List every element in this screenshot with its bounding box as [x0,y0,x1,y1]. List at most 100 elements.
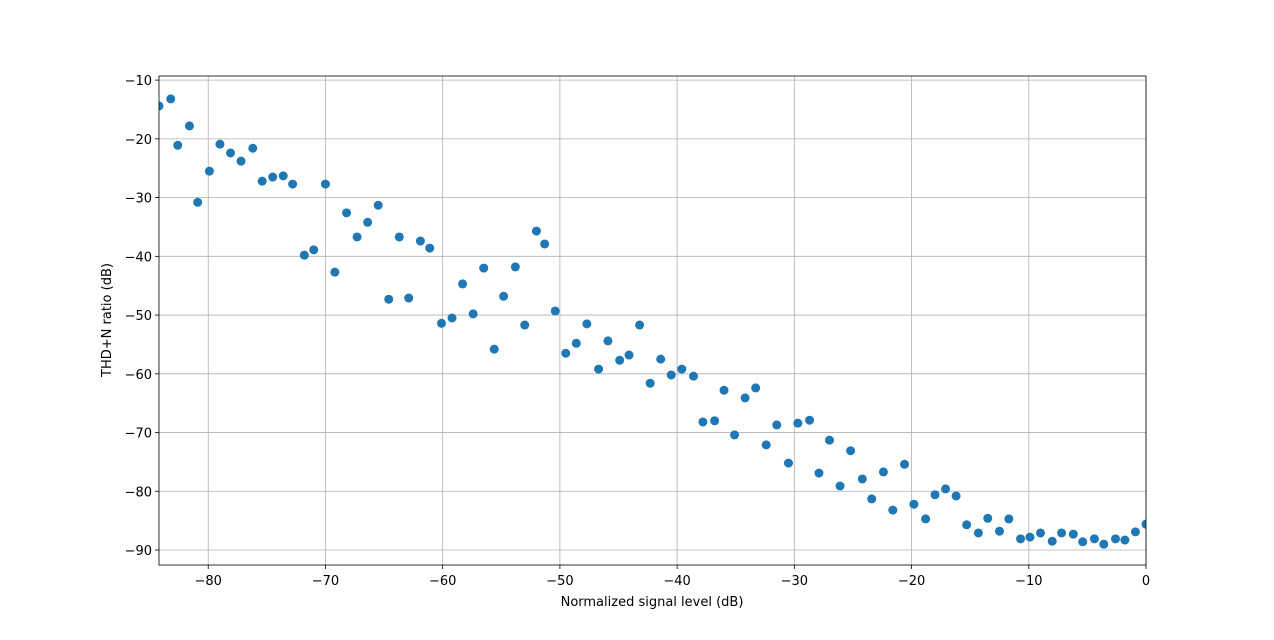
point [458,279,468,289]
point [173,140,183,150]
point [215,139,225,149]
point [299,250,309,260]
x-tick-label: −20 [898,574,925,589]
y-tick-label: −90 [125,544,152,559]
point [571,338,581,348]
point [489,344,499,354]
point [857,474,867,484]
point [941,484,951,494]
point [309,245,319,255]
x-tick-label: −30 [781,574,808,589]
point [888,505,898,515]
point [1025,532,1035,542]
point [835,481,845,491]
point [983,513,993,523]
point [603,336,613,346]
point [973,528,983,538]
point [342,208,352,218]
point [278,171,288,181]
point [561,348,571,358]
point [1016,534,1026,544]
x-tick-label: 0 [1142,574,1150,589]
y-tick-label: −70 [125,427,152,442]
point [184,121,194,131]
point [730,430,740,440]
point [394,232,404,242]
point [825,435,835,445]
point [248,143,258,153]
point [437,318,447,328]
point [677,364,687,374]
point [510,262,520,272]
point [656,354,666,364]
point [1068,529,1078,539]
point [846,446,856,456]
point [1004,514,1014,524]
point [166,94,176,104]
x-tick-label: −70 [312,574,339,589]
point [1130,527,1140,537]
point [930,490,940,500]
point [499,291,509,301]
x-tick-label: −60 [429,574,456,589]
point [257,176,267,186]
point [468,309,478,319]
point [1036,528,1046,538]
point [909,499,919,509]
point [867,494,877,504]
point [994,526,1004,536]
point [951,491,961,501]
point [1120,535,1130,545]
x-tick-label: −40 [663,574,690,589]
y-tick-label: −20 [125,133,152,148]
plot-frame [158,75,1147,566]
x-tick-label: −80 [195,574,222,589]
point [320,179,330,189]
point [1111,534,1121,544]
point [550,306,560,316]
point [288,179,298,189]
y-tick-label: −50 [125,309,152,324]
point [531,226,541,236]
point [404,293,414,303]
point [1089,534,1099,544]
point [582,319,592,329]
point [193,197,203,207]
y-axis-label: THD+N ratio (dB) [100,263,115,378]
y-tick-label: −40 [125,250,152,265]
y-tick-label: −60 [125,368,152,383]
point [352,232,362,242]
point [204,166,214,176]
point [479,263,489,273]
points [159,94,1146,549]
point [330,267,340,277]
y-tick-label: −80 [125,485,152,500]
point [1099,539,1109,549]
point [689,371,699,381]
point [1078,537,1088,547]
point [425,243,435,253]
y-tick-label: −30 [125,192,152,207]
point [751,383,761,393]
point [645,378,655,388]
point [520,320,530,330]
point [783,458,793,468]
point [805,415,815,425]
point [740,393,750,403]
point [793,418,803,428]
point [635,320,645,330]
point [373,200,383,210]
point [772,420,782,430]
point [236,156,246,166]
grid [159,76,1147,565]
x-tick-label: −10 [1015,574,1042,589]
point [615,355,625,365]
point [710,416,720,426]
point [719,385,729,395]
point [921,514,931,524]
point [900,459,910,469]
point [268,172,278,182]
point [962,520,972,530]
point [624,350,634,360]
